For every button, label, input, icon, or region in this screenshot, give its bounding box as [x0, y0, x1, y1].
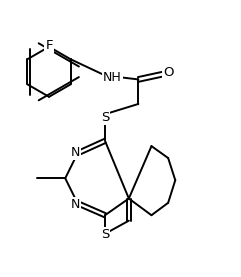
Text: F: F — [45, 39, 53, 52]
Text: N: N — [71, 198, 80, 211]
Text: NH: NH — [103, 71, 121, 84]
Text: N: N — [71, 146, 80, 158]
Text: S: S — [101, 111, 109, 124]
Text: O: O — [163, 66, 173, 79]
Text: S: S — [101, 229, 109, 242]
